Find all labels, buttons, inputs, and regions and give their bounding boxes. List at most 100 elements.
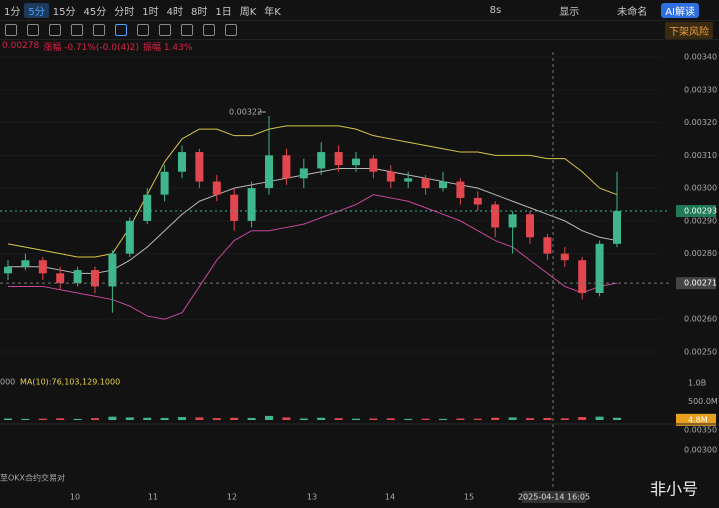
candle-body	[21, 260, 30, 267]
interval[interactable]: 8时	[190, 6, 208, 18]
band-line	[7, 125, 618, 258]
volume-bar	[595, 416, 604, 420]
candle-body	[73, 270, 82, 284]
volume-bar	[578, 417, 587, 420]
candle-body	[317, 152, 326, 169]
volume-bar	[299, 418, 308, 420]
volume-bar	[404, 418, 413, 420]
layout-name[interactable]: 未命名	[617, 6, 648, 18]
volume-last: 4.8M	[688, 415, 708, 424]
interval[interactable]: 分时	[114, 6, 135, 18]
candle-body	[439, 181, 447, 189]
tool[interactable]	[27, 24, 39, 36]
candle-body	[491, 204, 500, 228]
candle-body	[143, 194, 152, 221]
candle-body	[108, 253, 117, 287]
tool[interactable]	[225, 24, 237, 36]
candle-body	[195, 152, 204, 182]
risk-badge[interactable]: 下架风险	[665, 21, 713, 39]
high-label: 0.00322	[229, 108, 262, 117]
volume-bar	[265, 415, 273, 420]
candle-body	[91, 270, 99, 287]
candle-body	[473, 197, 482, 205]
interval[interactable]: 45分	[83, 6, 107, 18]
volume-tick-label: 500.0M	[688, 397, 718, 406]
volume-bar	[56, 418, 65, 420]
x-tick-label: 15	[464, 493, 474, 502]
candle-body	[4, 266, 12, 274]
interval[interactable]: 5分	[24, 2, 49, 18]
tool[interactable]	[137, 24, 149, 36]
tool[interactable]	[71, 24, 83, 36]
candle-body	[125, 220, 134, 254]
interval[interactable]: 年K	[264, 6, 281, 18]
indicator-tick-label: 0.00350	[684, 426, 717, 435]
volume-bar	[508, 417, 517, 420]
interval[interactable]: 周K	[239, 6, 257, 18]
interval[interactable]: 1时	[142, 6, 159, 18]
candle-body	[578, 260, 587, 293]
refresh[interactable]: 8s	[489, 4, 502, 16]
volume-last-box	[676, 413, 716, 426]
y-tick-label: 0.00340	[684, 53, 717, 62]
tool[interactable]	[5, 24, 17, 36]
display[interactable]: 显示	[559, 6, 580, 18]
tool[interactable]	[203, 24, 215, 36]
volume-bar	[282, 417, 291, 420]
volume-bar	[439, 418, 447, 420]
candle-body	[212, 181, 221, 195]
candle-body	[334, 152, 343, 166]
cursor-time-box	[522, 491, 586, 503]
y-tick-label: 0.00330	[684, 85, 717, 94]
volume-ma: MA(10):76,103,129.1000	[20, 378, 120, 387]
tool[interactable]	[159, 24, 171, 36]
candle-body	[386, 171, 395, 182]
y-tick-label: 0.00290	[684, 216, 717, 225]
tool[interactable]	[115, 24, 127, 36]
candle-body	[595, 243, 604, 293]
x-tick-label: 14	[385, 493, 395, 502]
volume-bar	[73, 418, 82, 420]
candle-body	[56, 273, 65, 284]
candle-body	[421, 178, 430, 189]
x-tick-label: 11	[148, 493, 158, 502]
volume-bar	[91, 418, 99, 420]
candle-body	[230, 194, 239, 221]
x-tick-label: 10	[70, 493, 80, 502]
volume-bar	[108, 416, 117, 420]
candle-body	[613, 211, 621, 244]
volume-bar	[456, 418, 465, 420]
interval[interactable]: 1分	[4, 6, 21, 18]
interval[interactable]: 1日	[215, 6, 232, 18]
candle-body	[160, 171, 169, 195]
interval[interactable]: 15分	[52, 6, 76, 18]
interval[interactable]: 4时	[166, 6, 183, 18]
volume-bar	[491, 417, 500, 420]
x-tick-label: 13	[307, 493, 317, 502]
watermark: 非小号	[650, 480, 698, 499]
tool[interactable]	[93, 24, 105, 36]
volume-bar	[160, 417, 169, 420]
ai-button[interactable]: AI解读	[661, 2, 699, 18]
volume-bar	[473, 418, 482, 420]
candle-body	[560, 253, 569, 261]
y-tick-label: 0.00250	[684, 348, 717, 357]
volume-prefix: 000	[0, 378, 15, 387]
volume-bar	[4, 418, 12, 420]
y-tick-label: 0.00310	[684, 151, 717, 160]
y-tick-label: 0.00300	[684, 184, 717, 193]
tool[interactable]	[49, 24, 61, 36]
volume-bar	[125, 417, 134, 420]
y-tick-label: 0.00280	[684, 249, 717, 258]
y-tick-label: 0.00320	[684, 118, 717, 127]
last-price: 0.00293	[684, 207, 717, 216]
volume-bar	[386, 418, 395, 420]
last-price-box	[676, 205, 716, 218]
volume-bar	[526, 418, 534, 420]
volume-bar	[195, 417, 204, 420]
amplitude: 振幅 1.43%	[142, 42, 193, 53]
tool[interactable]	[181, 24, 193, 36]
drawing-tools: 下架风险	[0, 21, 719, 40]
